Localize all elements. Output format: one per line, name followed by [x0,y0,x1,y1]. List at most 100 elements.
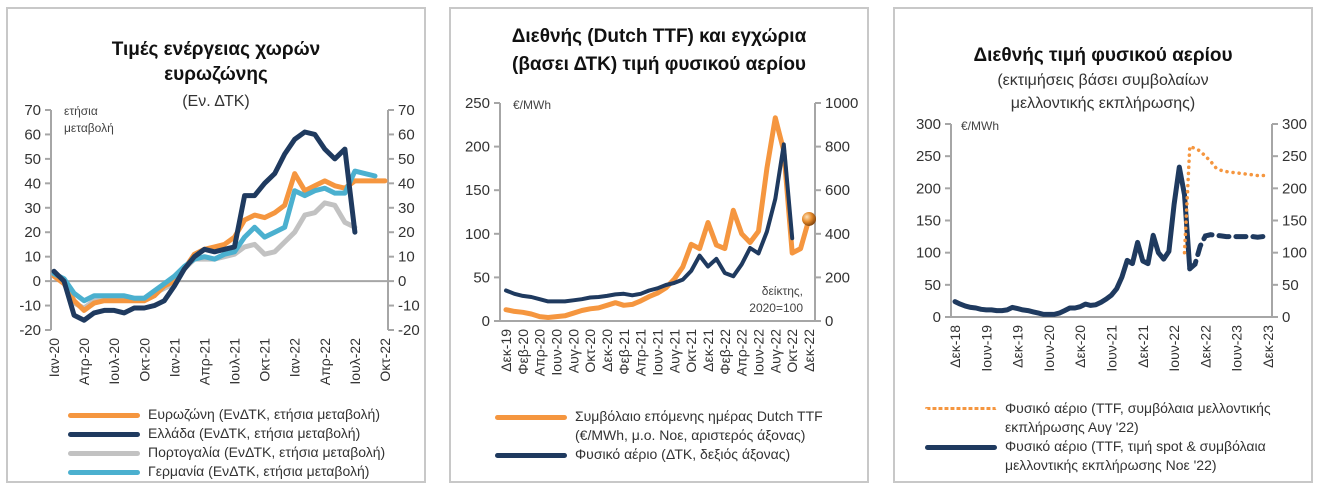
x-tick-label: Δεκ-22 [1197,325,1213,368]
legend-item-futures-aug: Φυσικό αέριο (TTF, συμβόλαια μελλοντικής… [925,399,1271,437]
x-tick-label: Ιουλ-20 [106,338,122,385]
series-line-spot [952,164,1193,317]
x-tick-label: Ιουν-22 [751,329,767,376]
chart-title: Διεθνής (Dutch TTF) και εγχώρια (βασει Δ… [451,23,867,79]
y2-axis-note: 2020=100 [749,301,803,315]
series-line-1 [51,129,358,323]
x-tick-label: Ιουν-20 [549,329,565,376]
legend-item-spot-nov: Φυσικό αέριο (TTF, τιμή spot & συμβόλαια… [925,437,1271,475]
title-line: Τιμές ενέργειας χωρών [111,39,321,60]
y2-tick-label: 0 [398,273,406,290]
x-tick-label: Δεκ-23 [1260,325,1276,368]
y-tick-label: 50 [924,277,941,294]
legend-swatch [495,415,567,420]
title-line: Διεθνής (Dutch TTF) και εγχώρια [511,26,807,47]
y2-tick-label: 1000 [825,95,858,112]
x-tick-label: Ιαν-20 [46,338,62,377]
end-point-marker [802,211,816,226]
x-tick-label: Απρ-21 [196,338,212,385]
x-tick-label: Απρ-21 [633,329,649,376]
y2-axis-note: δείκτης, [762,284,803,298]
series-line-3 [51,168,378,304]
x-tick-label: Ιουλ-22 [347,338,363,385]
y-tick-label: 0 [33,273,41,290]
y-tick-label: 10 [24,249,41,266]
legend-item-ttf: Συμβόλαιο επόμενης ημέρας Dutch TTF (€/MW… [495,407,823,445]
chart-panel-eurozone-energy: Τιμές ενέργειας χωρών ευρωζώνης (Εν. ΔΤΚ… [6,7,426,483]
x-tick-label: Ιαν-21 [166,338,182,377]
y2-tick-label: 250 [1282,148,1307,165]
y-tick-label: 40 [24,175,41,192]
x-tick-label: Οκτ-20 [582,329,598,373]
y2-tick-label: 300 [1282,116,1307,133]
y2-tick-label: 600 [825,182,850,199]
y2-tick-label: 800 [825,139,850,156]
x-tick-label: Απρ-22 [734,329,750,376]
y2-tick-label: -20 [398,322,420,339]
y2-tick-label: 0 [1282,309,1290,326]
x-tick-label: Οκτ-22 [377,338,393,382]
y-tick-label: 50 [24,151,41,168]
x-tick-label: Ιαν-22 [287,338,303,377]
x-tick-label: Αυγ-22 [767,329,783,373]
y-tick-label: 200 [465,139,490,156]
legend-swatch [68,451,140,456]
y-tick-label: -20 [19,322,41,339]
chart-panel-gas-futures: Διεθνής τιμή φυσικού αερίου (εκτιμήσεις … [893,7,1313,483]
x-tick-label: Δεκ-21 [1135,325,1151,368]
legend-label: Συμβόλαιο επόμενης ημέρας Dutch TTF [575,408,823,424]
y2-tick-label: 200 [1282,180,1307,197]
y-tick-label: 250 [916,148,941,165]
series-line-ttf [503,115,812,320]
legend: Ευρωζώνη (ΕνΔΤΚ, ετήσια μεταβολή) Ελλάδα… [68,405,385,481]
x-tick-label: Απρ-20 [76,338,92,385]
x-tick-label: Φεβ-22 [717,329,733,375]
y-tick-label: 0 [933,309,941,326]
y-tick-label: -10 [19,298,41,315]
x-tick-label: Ιουν-23 [1229,325,1245,372]
x-tick-label: Δεκ-20 [599,329,615,372]
legend-swatch [925,407,997,410]
legend-swatch [495,453,567,458]
chart-subtitle: (Εν. ΔΤΚ) [182,93,250,110]
y2-tick-label: 10 [398,249,415,266]
y-tick-label: 0 [482,313,490,330]
x-tick-label: Οκτ-21 [257,338,273,382]
legend-swatch [68,413,140,418]
chart-title: Διεθνής τιμή φυσικού αερίου [973,45,1233,66]
y-tick-label: 70 [24,102,41,119]
y2-tick-label: 200 [825,269,850,286]
y2-tick-label: -10 [398,298,420,315]
y-tick-label: 150 [465,182,490,199]
legend-swatch [68,470,140,475]
y2-tick-label: 150 [1282,213,1307,230]
y2-tick-label: 60 [398,126,415,143]
x-tick-label: Φεβ-20 [515,329,531,375]
chart-plot: -20 -10 0 10 20 30 40 50 60 70 -20 -10 0 10 20 30 40 50 60… [19,102,420,385]
y-tick-label: 150 [916,213,941,230]
chart-subtitle: (εκτιμήσεις βάσει συμβολαίων μελλοντικής… [895,69,1311,115]
y-tick-label: 100 [465,226,490,243]
y2-tick-label: 100 [1282,245,1307,262]
legend-label: Φυσικό αέριο (TTF, τιμή spot & συμβόλαια [1005,438,1266,454]
series-line-futures-aug [1182,144,1270,255]
x-tick-label: Απρ-22 [317,338,333,385]
y-tick-label: 100 [916,245,941,262]
x-tick-label: Αυγ-20 [565,329,581,373]
x-tick-label: Δεκ-19 [1010,325,1026,368]
x-tick-label: Δεκ-22 [801,329,817,372]
x-tick-label: Ιουν-20 [1041,325,1057,372]
legend-item-germany: Γερμανία (ΕνΔΤΚ, ετήσια μεταβολή) [68,462,385,481]
x-tick-label: Δεκ-20 [1072,325,1088,368]
series-line-cpi-gas [504,142,795,304]
series-line-forward-nov [1187,232,1271,272]
legend: Φυσικό αέριο (TTF, συμβόλαια μελλοντικής… [925,399,1271,475]
y-tick-label: 20 [24,224,41,241]
y-tick-label: 300 [916,116,941,133]
title-line: (βασει ΔΤΚ) τιμή φυσικού αερίου [512,54,806,75]
y2-tick-label: 70 [398,102,415,119]
legend-label: Ευρωζώνη (ΕνΔΤΚ, ετήσια μεταβολή) [148,406,380,422]
y-axis-unit: €/MWh [513,98,551,112]
legend-label: εκπλήρωσης Αυγ '22) [1005,419,1139,435]
